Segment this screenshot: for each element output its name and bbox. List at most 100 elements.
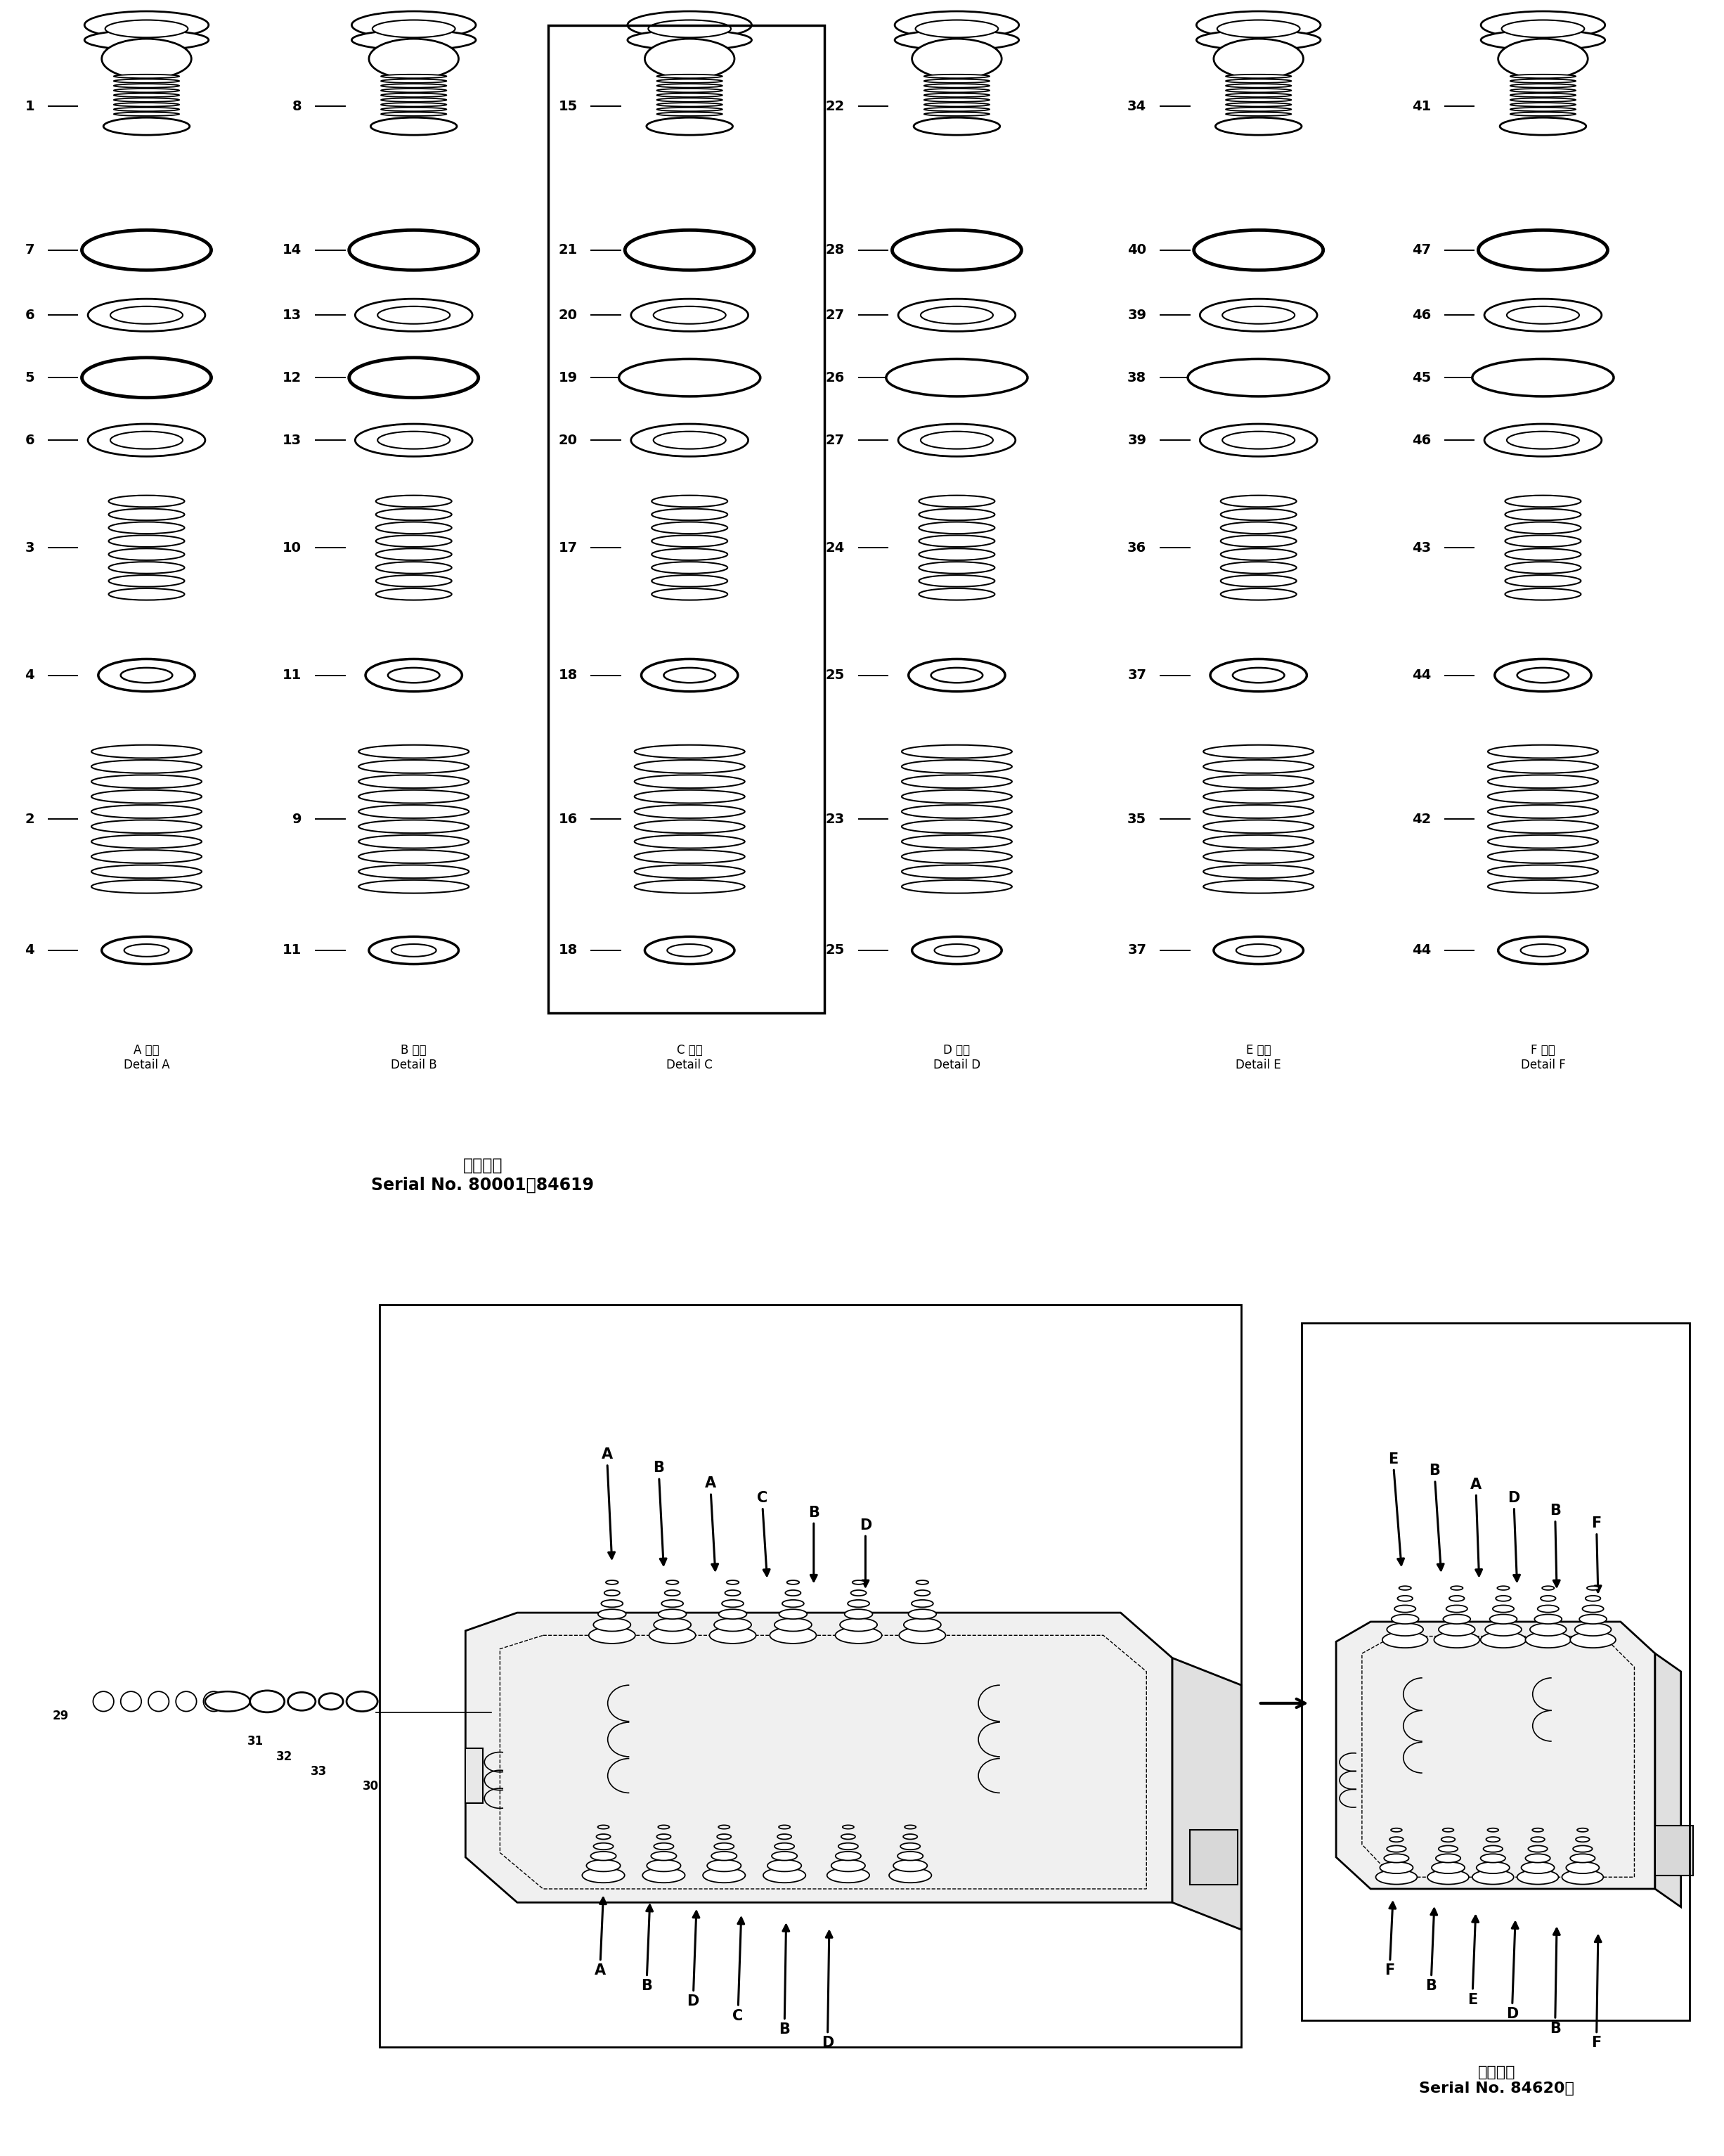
Ellipse shape <box>924 84 990 88</box>
Ellipse shape <box>924 108 990 112</box>
Text: 20: 20 <box>559 433 578 446</box>
Text: 33: 33 <box>310 1766 328 1777</box>
Text: B 詳細
Detail B: B 詳細 Detail B <box>391 1044 436 1072</box>
Ellipse shape <box>348 231 478 270</box>
Ellipse shape <box>650 1628 696 1643</box>
Ellipse shape <box>1438 1623 1476 1636</box>
Ellipse shape <box>1203 834 1314 847</box>
Ellipse shape <box>1481 1854 1505 1863</box>
Text: A: A <box>705 1477 717 1570</box>
Ellipse shape <box>355 425 472 457</box>
Ellipse shape <box>1510 75 1576 78</box>
Text: 8: 8 <box>291 99 302 112</box>
Ellipse shape <box>652 509 728 520</box>
Ellipse shape <box>914 119 1000 136</box>
Ellipse shape <box>1203 819 1314 832</box>
Ellipse shape <box>909 660 1005 692</box>
Ellipse shape <box>912 39 1002 80</box>
Ellipse shape <box>1507 431 1579 448</box>
Ellipse shape <box>934 944 979 957</box>
Ellipse shape <box>1203 759 1314 774</box>
Ellipse shape <box>359 759 469 774</box>
Ellipse shape <box>831 1861 865 1871</box>
Ellipse shape <box>1476 1863 1510 1874</box>
Ellipse shape <box>1226 88 1291 93</box>
Ellipse shape <box>893 231 1021 270</box>
Ellipse shape <box>1576 1837 1590 1841</box>
Ellipse shape <box>643 1867 684 1882</box>
Ellipse shape <box>852 1580 865 1585</box>
Ellipse shape <box>91 789 202 804</box>
Ellipse shape <box>381 75 447 78</box>
Ellipse shape <box>657 93 722 97</box>
Ellipse shape <box>148 1692 169 1712</box>
Ellipse shape <box>626 231 755 270</box>
Ellipse shape <box>391 944 436 957</box>
Ellipse shape <box>381 84 447 88</box>
Ellipse shape <box>1521 1863 1555 1874</box>
Ellipse shape <box>919 522 995 535</box>
Ellipse shape <box>376 496 452 507</box>
Text: E 詳細
Detail E: E 詳細 Detail E <box>1236 1044 1281 1072</box>
Ellipse shape <box>1214 936 1303 964</box>
Ellipse shape <box>83 358 210 397</box>
Ellipse shape <box>1450 1595 1464 1602</box>
Ellipse shape <box>1203 789 1314 804</box>
Ellipse shape <box>1395 1606 1415 1613</box>
Text: C: C <box>733 1917 745 2022</box>
Text: C 詳細
Detail C: C 詳細 Detail C <box>667 1044 712 1072</box>
Ellipse shape <box>114 84 179 88</box>
Ellipse shape <box>634 774 745 789</box>
Ellipse shape <box>1488 746 1598 759</box>
Ellipse shape <box>88 300 205 332</box>
Ellipse shape <box>719 1826 729 1828</box>
Ellipse shape <box>902 759 1012 774</box>
Ellipse shape <box>88 425 205 457</box>
Ellipse shape <box>714 1843 734 1850</box>
Text: 32: 32 <box>276 1751 293 1764</box>
Text: 40: 40 <box>1127 244 1146 257</box>
Ellipse shape <box>924 112 990 116</box>
Ellipse shape <box>593 1619 631 1632</box>
Ellipse shape <box>771 1628 817 1643</box>
Ellipse shape <box>1510 84 1576 88</box>
Ellipse shape <box>924 97 990 101</box>
Ellipse shape <box>1488 834 1598 847</box>
Ellipse shape <box>905 1826 915 1828</box>
Ellipse shape <box>1484 425 1602 457</box>
Ellipse shape <box>653 1619 691 1632</box>
Text: 41: 41 <box>1412 99 1431 112</box>
Ellipse shape <box>1203 849 1314 862</box>
Ellipse shape <box>109 509 184 520</box>
Ellipse shape <box>114 103 179 106</box>
Ellipse shape <box>1493 1606 1514 1613</box>
Ellipse shape <box>709 1628 755 1643</box>
Ellipse shape <box>378 431 450 448</box>
Ellipse shape <box>657 1835 671 1839</box>
Ellipse shape <box>203 1692 224 1712</box>
Ellipse shape <box>724 1591 741 1595</box>
Polygon shape <box>465 1613 1172 1902</box>
Ellipse shape <box>1214 39 1303 80</box>
Ellipse shape <box>641 660 738 692</box>
Ellipse shape <box>1431 1863 1465 1874</box>
Ellipse shape <box>250 1690 284 1712</box>
Ellipse shape <box>653 431 726 448</box>
Ellipse shape <box>359 746 469 759</box>
Ellipse shape <box>902 849 1012 862</box>
Ellipse shape <box>657 112 722 116</box>
Text: E: E <box>1388 1451 1403 1565</box>
Ellipse shape <box>121 668 172 683</box>
Ellipse shape <box>1215 119 1302 136</box>
Ellipse shape <box>714 1619 752 1632</box>
Text: 46: 46 <box>1412 308 1431 321</box>
Ellipse shape <box>1526 1854 1550 1863</box>
Ellipse shape <box>1203 880 1314 893</box>
Ellipse shape <box>914 1591 931 1595</box>
Ellipse shape <box>1510 103 1576 106</box>
Ellipse shape <box>1200 425 1317 457</box>
Ellipse shape <box>652 496 728 507</box>
Ellipse shape <box>665 1591 679 1595</box>
Ellipse shape <box>1221 522 1296 535</box>
Ellipse shape <box>105 19 188 37</box>
